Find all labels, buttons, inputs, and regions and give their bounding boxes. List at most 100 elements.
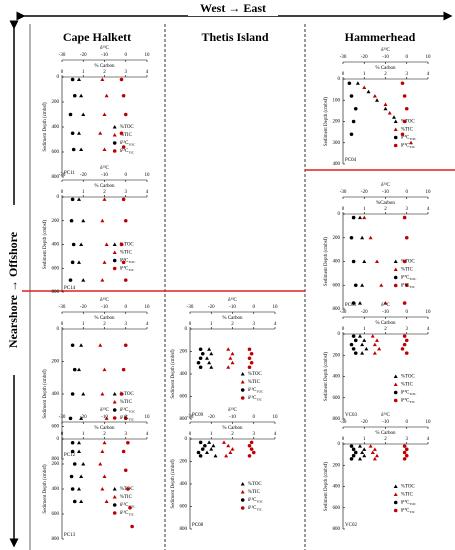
x2-tick-label: 1 bbox=[82, 322, 85, 327]
point-circle bbox=[404, 447, 409, 452]
legend-label: %TIC bbox=[401, 383, 414, 388]
legend-label: %TIC bbox=[248, 380, 261, 385]
x-tick-label: -20 bbox=[80, 415, 87, 420]
point-triangle bbox=[209, 365, 214, 369]
core-label: PC12 bbox=[64, 453, 76, 458]
point-circle bbox=[121, 93, 126, 98]
x-tick-label: -30 bbox=[59, 173, 66, 178]
y-tick-label: 400 bbox=[52, 392, 60, 397]
y-tick-label: 0 bbox=[57, 195, 60, 200]
legend-marker bbox=[112, 392, 117, 396]
x-tick-label: -20 bbox=[80, 305, 87, 310]
x-tick-label: -30 bbox=[59, 53, 66, 58]
legend-label: δ¹³CTIC bbox=[120, 148, 135, 154]
point-circle bbox=[400, 81, 405, 86]
point-triangle bbox=[102, 197, 107, 201]
x2-tick-label: 1 bbox=[82, 70, 85, 75]
legend-marker bbox=[112, 487, 117, 491]
point-triangle bbox=[207, 440, 212, 444]
legend-name: δ¹³C bbox=[120, 407, 129, 413]
x-tick-label: 0 bbox=[125, 53, 128, 58]
legend-marker bbox=[393, 267, 398, 271]
point-circle bbox=[400, 132, 405, 137]
x-tick-label: 10 bbox=[145, 53, 151, 58]
point-triangle bbox=[230, 360, 235, 365]
y-axis-label: Sediment Depth (cmbsf) bbox=[171, 459, 176, 508]
point-circle bbox=[119, 392, 124, 396]
x2-tick-label: 3 bbox=[125, 322, 128, 327]
y-tick-label: 0 bbox=[185, 327, 188, 332]
x2-tick-label: 3 bbox=[125, 432, 128, 437]
y-tick-label: 200 bbox=[333, 353, 341, 358]
point-circle bbox=[353, 338, 358, 343]
point-circle bbox=[121, 197, 126, 202]
x-tick-label: -20 bbox=[361, 190, 368, 195]
x2-tick-label: 2 bbox=[103, 190, 106, 195]
y-tick-label: 600 bbox=[52, 512, 60, 517]
point-triangle bbox=[79, 416, 84, 420]
x-tick-label: -10 bbox=[382, 310, 389, 315]
point-circle bbox=[351, 215, 356, 220]
legend-subscript: TIC bbox=[128, 268, 134, 272]
point-triangle bbox=[77, 197, 81, 201]
point-triangle bbox=[226, 365, 231, 369]
point-triangle bbox=[81, 392, 86, 396]
legend-marker bbox=[112, 416, 117, 420]
legend-name: %TIC bbox=[120, 133, 133, 138]
legend-marker bbox=[393, 390, 398, 395]
legend-subscript: TOC bbox=[409, 277, 417, 281]
point-circle bbox=[72, 462, 77, 466]
y-tick-label: 200 bbox=[52, 100, 60, 105]
y-tick-label: 0 bbox=[338, 212, 341, 217]
x2-tick-label: 1 bbox=[363, 207, 366, 212]
x2-tick-label: 1 bbox=[363, 437, 366, 442]
point-circle bbox=[71, 147, 76, 152]
point-triangle bbox=[81, 112, 86, 116]
legend-name: %TIC bbox=[401, 268, 414, 273]
point-circle bbox=[402, 301, 407, 305]
y-tick-label: 600 bbox=[180, 505, 188, 510]
point-circle bbox=[349, 457, 354, 461]
x-tick-label: -10 bbox=[229, 415, 236, 420]
x-tick-label: 0 bbox=[125, 305, 128, 310]
x-tick-label: -30 bbox=[340, 310, 347, 315]
point-triangle bbox=[213, 453, 218, 458]
x2-tick-label: 2 bbox=[384, 437, 387, 442]
point-triangle bbox=[102, 367, 107, 372]
point-circle bbox=[123, 112, 128, 117]
point-circle bbox=[121, 367, 126, 372]
y-tick-label: 400 bbox=[180, 482, 188, 487]
point-circle bbox=[402, 215, 407, 220]
x2-tick-label: 0 bbox=[61, 432, 64, 437]
x2-tick-label: 0 bbox=[61, 70, 64, 75]
x-tick-label: -20 bbox=[361, 55, 368, 60]
point-circle bbox=[404, 453, 409, 458]
x-axis-label: δ¹³C bbox=[100, 165, 109, 171]
point-circle bbox=[69, 218, 74, 223]
legend-label: %TOC bbox=[120, 125, 135, 130]
point-circle bbox=[402, 444, 407, 448]
point-triangle bbox=[362, 338, 367, 342]
y-tick-label: 400 bbox=[52, 243, 60, 248]
point-circle bbox=[119, 242, 124, 247]
point-circle bbox=[402, 259, 407, 264]
point-circle bbox=[404, 351, 409, 355]
y-tick-label: 200 bbox=[333, 236, 341, 241]
point-circle bbox=[70, 440, 75, 445]
point-circle bbox=[402, 450, 407, 455]
legend-label: %TIC bbox=[401, 493, 414, 498]
point-circle bbox=[353, 450, 358, 455]
core-label: PC08 bbox=[192, 523, 204, 528]
legend-marker bbox=[393, 127, 398, 131]
x-tick-label: 0 bbox=[406, 55, 409, 60]
x-tick-label: -10 bbox=[101, 53, 108, 58]
y-tick-label: 0 bbox=[185, 437, 188, 442]
legend-label: %TOC bbox=[120, 392, 135, 397]
legend-marker bbox=[393, 135, 398, 140]
x2-tick-label: 0 bbox=[342, 72, 345, 77]
x-tick-label: 0 bbox=[253, 305, 256, 310]
legend-name: δ¹³C bbox=[120, 140, 129, 146]
x-tick-label: 0 bbox=[125, 173, 128, 178]
x-tick-label: 10 bbox=[426, 420, 432, 425]
point-circle bbox=[349, 444, 354, 448]
